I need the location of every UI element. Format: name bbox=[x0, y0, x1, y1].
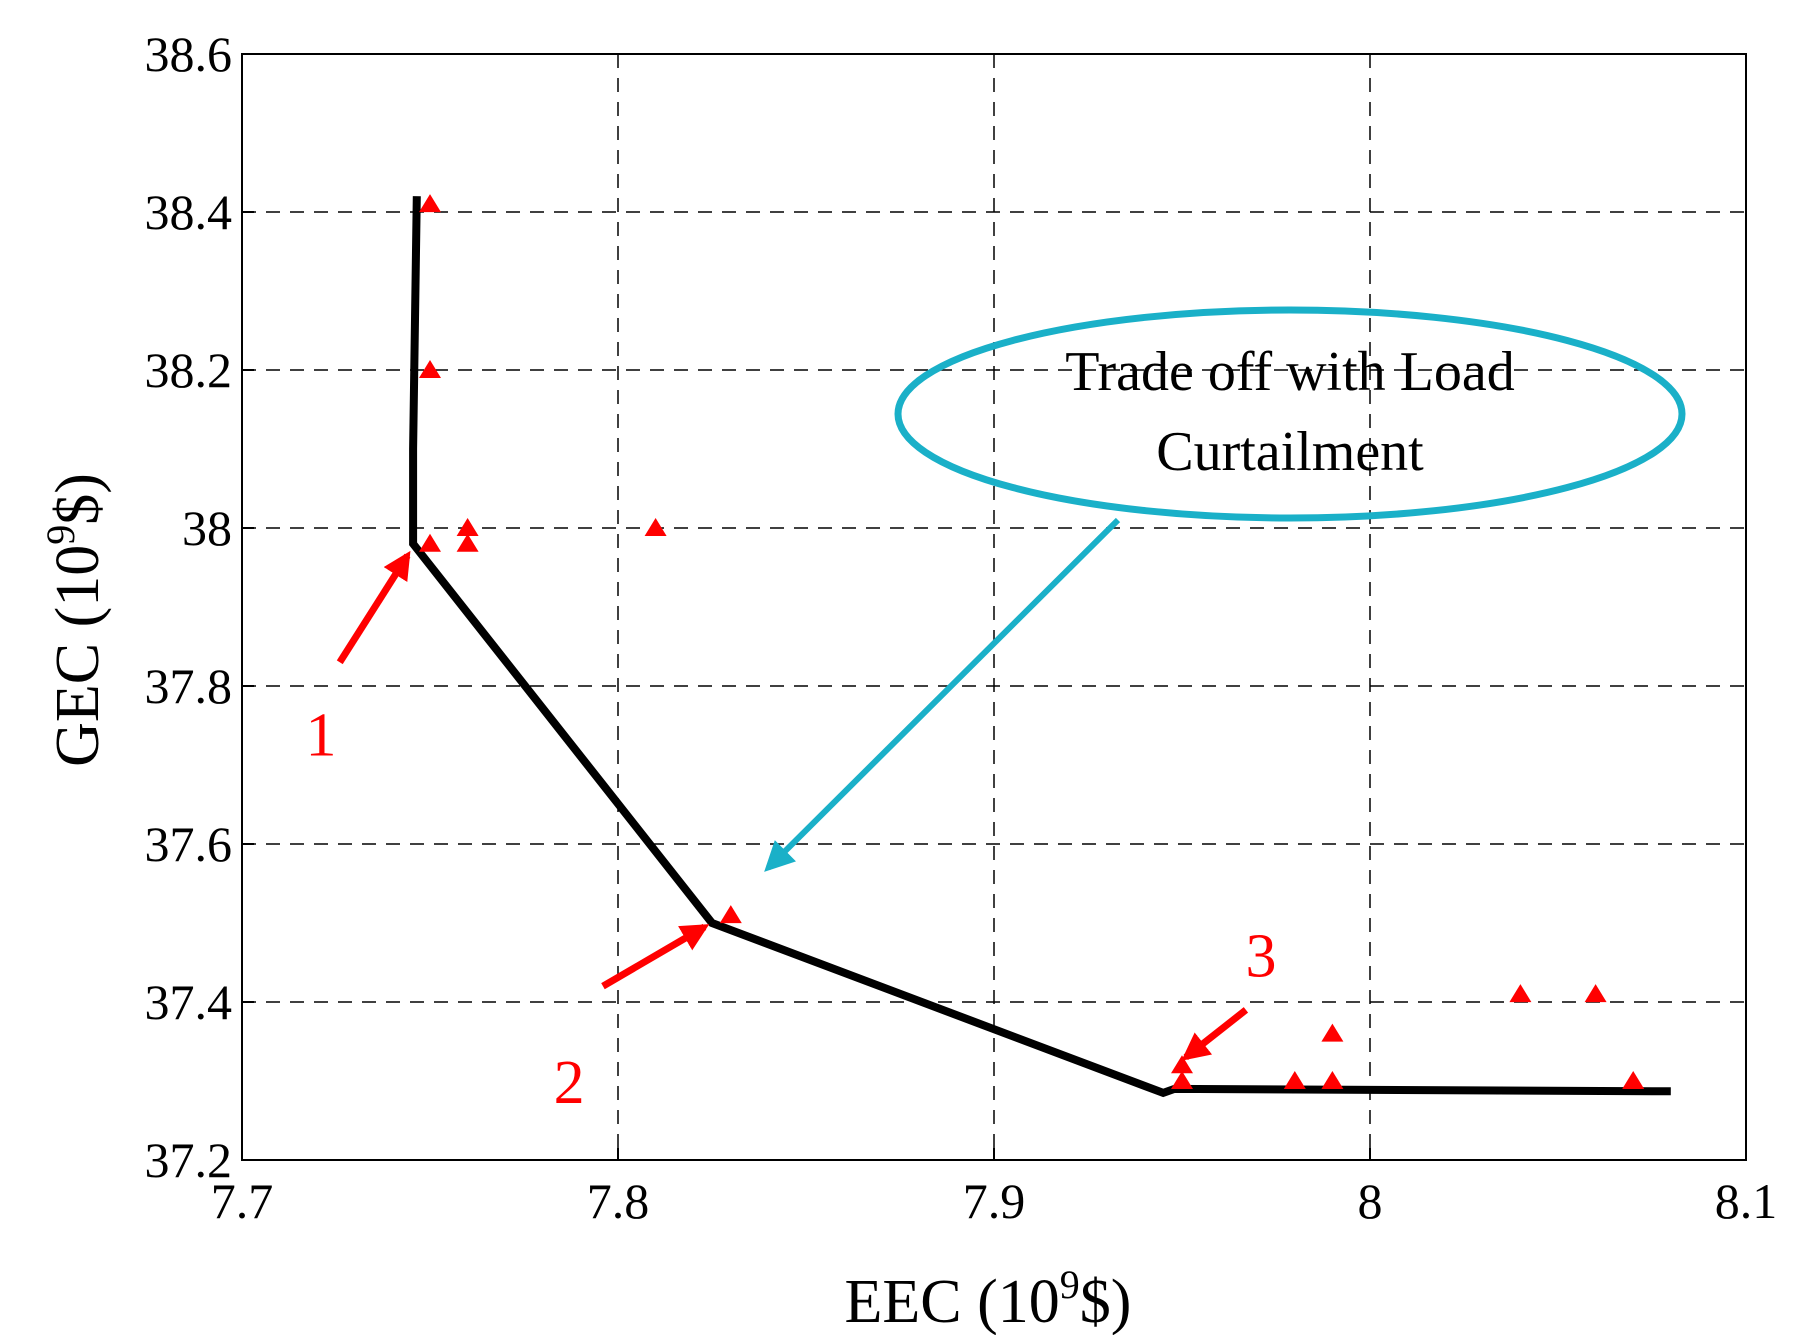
x-axis-label: EEC (109$) bbox=[845, 1262, 1132, 1335]
x-tick-label: 7.7 bbox=[211, 1173, 274, 1229]
x-tick-label: 8.1 bbox=[1715, 1173, 1778, 1229]
y-tick-label: 37.8 bbox=[145, 658, 233, 714]
callout-label-2: 2 bbox=[554, 1049, 585, 1117]
y-tick-label: 38.4 bbox=[145, 184, 233, 240]
callout-arrow-1 bbox=[336, 550, 411, 665]
solution-point bbox=[456, 518, 479, 536]
solution-point bbox=[719, 905, 742, 924]
annotation-line-1: Trade off with Load bbox=[1065, 341, 1515, 403]
y-tick-label: 37.2 bbox=[145, 1132, 233, 1188]
y-axis-ticks: 37.2 37.4 37.6 37.8 38 38.2 38.4 38.6 bbox=[145, 26, 254, 1188]
solution-point bbox=[1321, 1023, 1344, 1042]
callout-markers: 1 2 3 bbox=[305, 550, 1276, 1117]
y-tick-label: 37.4 bbox=[145, 974, 233, 1030]
callout-label-1: 1 bbox=[305, 701, 336, 769]
solution-point bbox=[456, 533, 479, 552]
callout-arrow-2 bbox=[601, 923, 710, 990]
y-tick-label: 38 bbox=[182, 500, 232, 556]
series-layer bbox=[409, 194, 1671, 1098]
x-tick-label: 8 bbox=[1358, 1173, 1383, 1229]
grid-lines bbox=[242, 54, 1746, 1160]
solution-point bbox=[1171, 1055, 1193, 1074]
solution-point bbox=[419, 194, 441, 213]
y-tick-label: 38.2 bbox=[145, 342, 233, 398]
callout-arrow-3 bbox=[1181, 1007, 1249, 1061]
y-tick-label: 37.6 bbox=[145, 816, 233, 872]
solution-point bbox=[644, 518, 667, 536]
x-axis-ticks: 7.7 7.8 7.9 8 8.1 bbox=[211, 1148, 1778, 1229]
solution-point bbox=[419, 360, 441, 378]
annotation-arrow bbox=[764, 517, 1121, 872]
y-tick-label: 38.6 bbox=[145, 26, 233, 82]
solution-point bbox=[1283, 1071, 1306, 1089]
y-axis-label: GEC (109$) bbox=[38, 473, 112, 767]
x-tick-label: 7.8 bbox=[587, 1173, 650, 1229]
callout-label-3: 3 bbox=[1245, 923, 1276, 991]
annotation-line-2: Curtailment bbox=[1156, 421, 1424, 483]
solution-point bbox=[1171, 1071, 1193, 1089]
solution-point bbox=[1584, 984, 1607, 1003]
solution-point bbox=[1509, 984, 1532, 1003]
solution-point bbox=[1321, 1071, 1344, 1089]
solution-point bbox=[1622, 1071, 1645, 1089]
annotation-ellipse bbox=[894, 306, 1686, 522]
x-tick-label: 7.9 bbox=[963, 1173, 1026, 1229]
annotation-layer: Trade off with Load Curtailment bbox=[764, 306, 1686, 872]
solution-point bbox=[419, 533, 441, 552]
